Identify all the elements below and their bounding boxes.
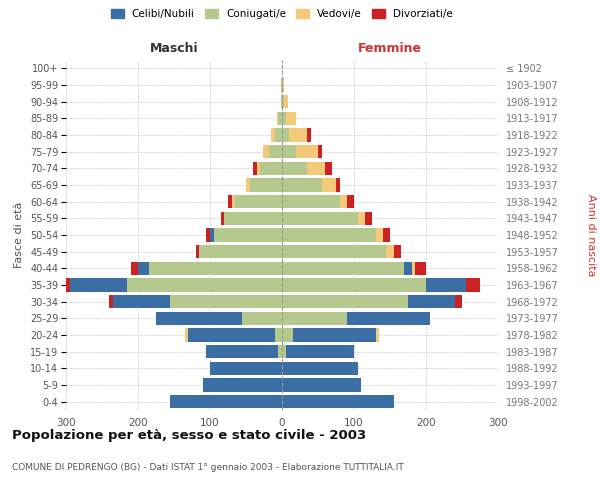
Bar — [260, 162, 282, 175]
Bar — [282, 178, 322, 192]
Bar — [228, 195, 232, 208]
Bar — [296, 145, 318, 158]
Bar — [307, 128, 311, 141]
Bar — [404, 262, 412, 275]
Bar — [281, 95, 282, 108]
Bar — [282, 278, 426, 291]
Bar — [282, 145, 296, 158]
Bar — [62, 278, 70, 291]
Bar — [455, 295, 462, 308]
Bar — [282, 95, 284, 108]
Bar — [269, 145, 282, 158]
Bar — [278, 112, 282, 125]
Bar — [282, 328, 293, 342]
Bar — [426, 278, 466, 291]
Bar — [365, 212, 372, 225]
Bar — [386, 245, 394, 258]
Bar — [307, 162, 325, 175]
Bar — [271, 128, 275, 141]
Bar — [263, 145, 269, 158]
Bar — [415, 262, 426, 275]
Bar — [376, 328, 379, 342]
Bar — [412, 262, 415, 275]
Bar — [282, 212, 358, 225]
Bar — [138, 262, 149, 275]
Bar — [322, 178, 336, 192]
Text: COMUNE DI PEDRENGO (BG) - Dati ISTAT 1° gennaio 2003 - Elaborazione TUTTITALIA.I: COMUNE DI PEDRENGO (BG) - Dati ISTAT 1° … — [12, 464, 404, 472]
Bar — [282, 395, 394, 408]
Bar — [275, 328, 282, 342]
Bar — [278, 345, 282, 358]
Bar — [282, 112, 286, 125]
Bar — [170, 395, 282, 408]
Bar — [196, 245, 199, 258]
Bar — [282, 378, 361, 392]
Bar — [282, 228, 376, 241]
Bar — [282, 195, 340, 208]
Bar — [282, 295, 408, 308]
Bar — [347, 312, 430, 325]
Bar — [289, 128, 307, 141]
Bar — [277, 112, 278, 125]
Text: Femmine: Femmine — [358, 42, 422, 55]
Bar — [206, 228, 210, 241]
Bar — [127, 278, 282, 291]
Text: Anni di nascita: Anni di nascita — [586, 194, 596, 276]
Bar — [214, 228, 282, 241]
Bar — [318, 145, 322, 158]
Bar — [284, 95, 288, 108]
Bar — [281, 78, 282, 92]
Y-axis label: Fasce di età: Fasce di età — [14, 202, 25, 268]
Bar — [358, 212, 365, 225]
Bar — [113, 295, 170, 308]
Bar — [282, 162, 307, 175]
Bar — [293, 328, 376, 342]
Bar — [347, 195, 354, 208]
Bar — [253, 162, 257, 175]
Bar — [109, 295, 113, 308]
Bar — [466, 278, 480, 291]
Bar — [282, 78, 283, 92]
Bar — [376, 228, 383, 241]
Bar — [282, 128, 289, 141]
Bar — [70, 278, 127, 291]
Bar — [275, 128, 282, 141]
Bar — [203, 378, 282, 392]
Bar — [286, 345, 354, 358]
Bar — [283, 78, 284, 92]
Bar — [170, 295, 282, 308]
Bar — [210, 228, 214, 241]
Bar — [286, 112, 296, 125]
Text: Maschi: Maschi — [149, 42, 199, 55]
Bar — [282, 262, 404, 275]
Bar — [221, 212, 224, 225]
Bar — [383, 228, 390, 241]
Bar — [282, 312, 347, 325]
Bar — [282, 245, 386, 258]
Text: Popolazione per età, sesso e stato civile - 2003: Popolazione per età, sesso e stato civil… — [12, 430, 366, 442]
Bar — [156, 312, 242, 325]
Bar — [232, 195, 235, 208]
Bar — [206, 345, 278, 358]
Bar — [235, 195, 282, 208]
Bar — [340, 195, 347, 208]
Bar — [210, 362, 282, 375]
Bar — [325, 162, 332, 175]
Bar — [394, 245, 401, 258]
Bar — [250, 178, 282, 192]
Bar — [282, 362, 358, 375]
Bar — [199, 245, 282, 258]
Bar — [188, 328, 275, 342]
Bar — [185, 328, 188, 342]
Bar — [149, 262, 282, 275]
Bar — [246, 178, 250, 192]
Legend: Celibi/Nubili, Coniugati/e, Vedovi/e, Divorziati/e: Celibi/Nubili, Coniugati/e, Vedovi/e, Di… — [107, 5, 457, 24]
Bar — [282, 345, 286, 358]
Bar — [242, 312, 282, 325]
Bar — [224, 212, 282, 225]
Bar — [257, 162, 260, 175]
Bar — [408, 295, 455, 308]
Bar — [131, 262, 138, 275]
Bar — [336, 178, 340, 192]
